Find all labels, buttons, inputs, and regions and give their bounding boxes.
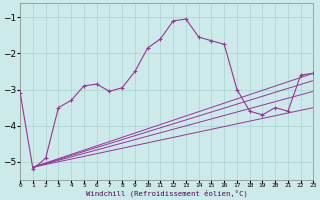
X-axis label: Windchill (Refroidissement éolien,°C): Windchill (Refroidissement éolien,°C)	[86, 190, 248, 197]
